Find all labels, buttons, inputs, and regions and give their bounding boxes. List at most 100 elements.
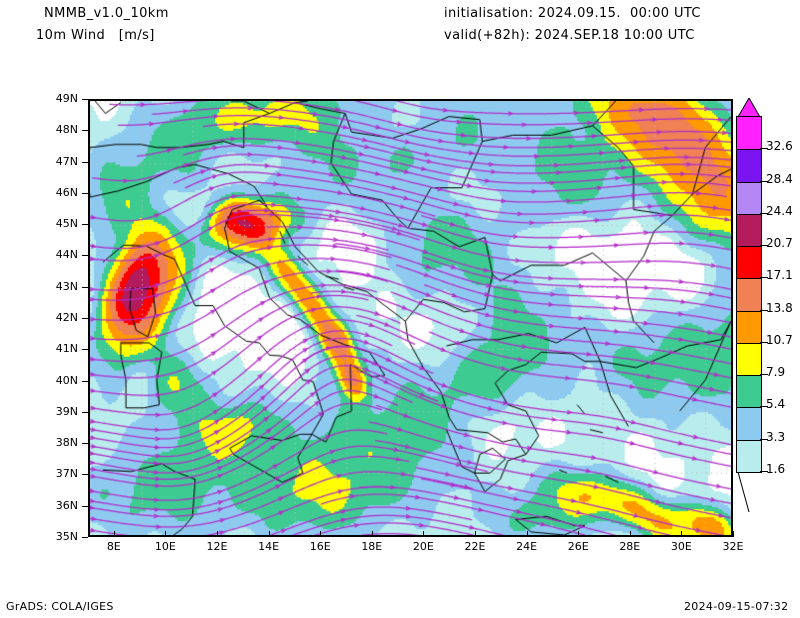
colorbar-tick-mark (760, 309, 768, 311)
initialisation-time: initialisation: 2024.09.15. 00:00 UTC (444, 6, 701, 21)
lon-tick-mark (629, 531, 631, 537)
valid-time: valid(+82h): 2024.SEP.18 10:00 UTC (444, 28, 695, 43)
lat-tick-mark (82, 130, 88, 132)
lat-tick-mark (82, 443, 88, 445)
lat-tick-label: 37N (55, 467, 78, 481)
triangle-down-icon (737, 472, 750, 512)
lat-tick-mark (82, 255, 88, 257)
lat-tick-label: 48N (55, 123, 78, 137)
model-title: NMMB_v1.0_10km (44, 6, 169, 21)
lat-tick-label: 43N (55, 279, 78, 293)
colorbar-tick-mark (760, 212, 768, 214)
lon-tick-mark (268, 531, 270, 537)
lon-tick-mark (113, 531, 115, 537)
lon-tick-label: 8E (106, 540, 121, 553)
lat-tick-label: 39N (55, 404, 78, 418)
map-canvas (90, 101, 731, 535)
lat-tick-mark (82, 474, 88, 476)
lon-tick-mark (733, 531, 734, 537)
colorbar-tick-label: 13.8 (766, 300, 793, 315)
lon-tick-label: 26E (567, 540, 589, 553)
lat-tick-mark (82, 411, 88, 413)
lat-tick-mark (82, 505, 88, 507)
lat-tick-mark (82, 99, 88, 100)
lat-tick-label: 41N (55, 342, 78, 356)
lon-tick-label: 30E (670, 540, 692, 553)
lon-tick-label: 32E (722, 540, 744, 553)
colorbar-tick-label: 20.7 (766, 236, 793, 251)
lon-tick-mark (578, 531, 580, 537)
colorbar-tick-label: 5.4 (766, 397, 786, 412)
colorbar-tick-mark (760, 374, 768, 376)
lat-tick-label: 47N (55, 154, 78, 168)
lon-tick-mark (475, 531, 476, 537)
colorbar-tick-mark (760, 406, 768, 408)
colorbar-segment (737, 278, 761, 311)
lat-tick-label: 40N (55, 373, 78, 387)
lon-tick-mark (217, 531, 218, 537)
colorbar-tick-label: 28.4 (766, 171, 793, 186)
colorbar-tick-mark (760, 180, 768, 182)
colorbar-tick-mark (760, 471, 768, 472)
colorbar-segment (737, 213, 761, 247)
lon-tick-mark (681, 531, 683, 537)
colorbar-segment (737, 181, 761, 214)
colorbar-tick-label: 7.9 (766, 365, 786, 380)
lat-tick-mark (82, 192, 88, 194)
colorbar-segment (737, 375, 761, 408)
colorbar-segment (737, 149, 761, 182)
lat-tick-label: 45N (55, 217, 78, 231)
lon-tick-label: 22E (464, 540, 486, 553)
colorbar-segment (737, 439, 761, 472)
lon-tick-mark (423, 531, 425, 537)
lat-tick-mark (82, 224, 88, 226)
lat-tick-mark (82, 286, 88, 288)
lat-tick-label: 46N (55, 185, 78, 199)
lon-tick-label: 12E (206, 540, 228, 553)
weather-map[interactable] (88, 99, 733, 537)
lon-tick-label: 16E (309, 540, 331, 553)
colorbar-tick-label: 10.7 (766, 332, 793, 347)
colorbar-tick-mark (760, 277, 768, 279)
lon-tick-mark (371, 531, 373, 537)
lat-tick-label: 42N (55, 311, 78, 324)
triangle-up-icon (737, 98, 761, 117)
colorbar-segment (737, 246, 761, 279)
variable-title: 10m Wind [m/s] (36, 28, 155, 43)
lon-tick-label: 18E (361, 540, 383, 553)
colorbar-tick-label: 17.1 (766, 268, 793, 283)
lat-tick-mark (82, 161, 88, 163)
lon-tick-label: 10E (154, 540, 176, 553)
lat-tick-label: 44N (55, 248, 78, 262)
lat-tick-mark (82, 318, 88, 319)
colorbar-segment (737, 310, 761, 343)
lon-tick-mark (320, 531, 322, 537)
lon-tick-mark (526, 531, 528, 537)
lat-tick-mark (82, 537, 88, 538)
grads-credit: GrADS: COLA/IGES (6, 600, 114, 613)
lat-tick-mark (82, 380, 88, 382)
lon-tick-mark (165, 531, 167, 537)
lon-tick-label: 20E (412, 540, 434, 553)
lon-tick-label: 24E (516, 540, 538, 553)
lat-tick-mark (82, 349, 88, 351)
lon-tick-label: 28E (619, 540, 641, 553)
colorbar-tick-label: 1.6 (766, 462, 786, 476)
colorbar-segment (737, 117, 761, 150)
colorbar-tick-mark (760, 438, 768, 440)
render-timestamp: 2024-09-15-07:32 (684, 600, 789, 613)
colorbar-tick-mark (760, 245, 768, 247)
lat-tick-label: 35N (55, 530, 78, 543)
colorbar-segment (737, 342, 761, 376)
colorbar[interactable] (736, 116, 762, 473)
lat-tick-label: 36N (55, 498, 78, 512)
colorbar-tick-mark (760, 148, 768, 150)
colorbar-tick-mark (760, 341, 768, 343)
colorbar-tick-label: 24.4 (766, 203, 793, 218)
colorbar-tick-label: 32.6 (766, 139, 793, 154)
colorbar-tick-label: 3.3 (766, 429, 786, 444)
lat-tick-label: 38N (55, 436, 78, 450)
colorbar-segment (737, 407, 761, 440)
lat-tick-label: 49N (55, 92, 78, 105)
lon-tick-label: 14E (258, 540, 280, 553)
